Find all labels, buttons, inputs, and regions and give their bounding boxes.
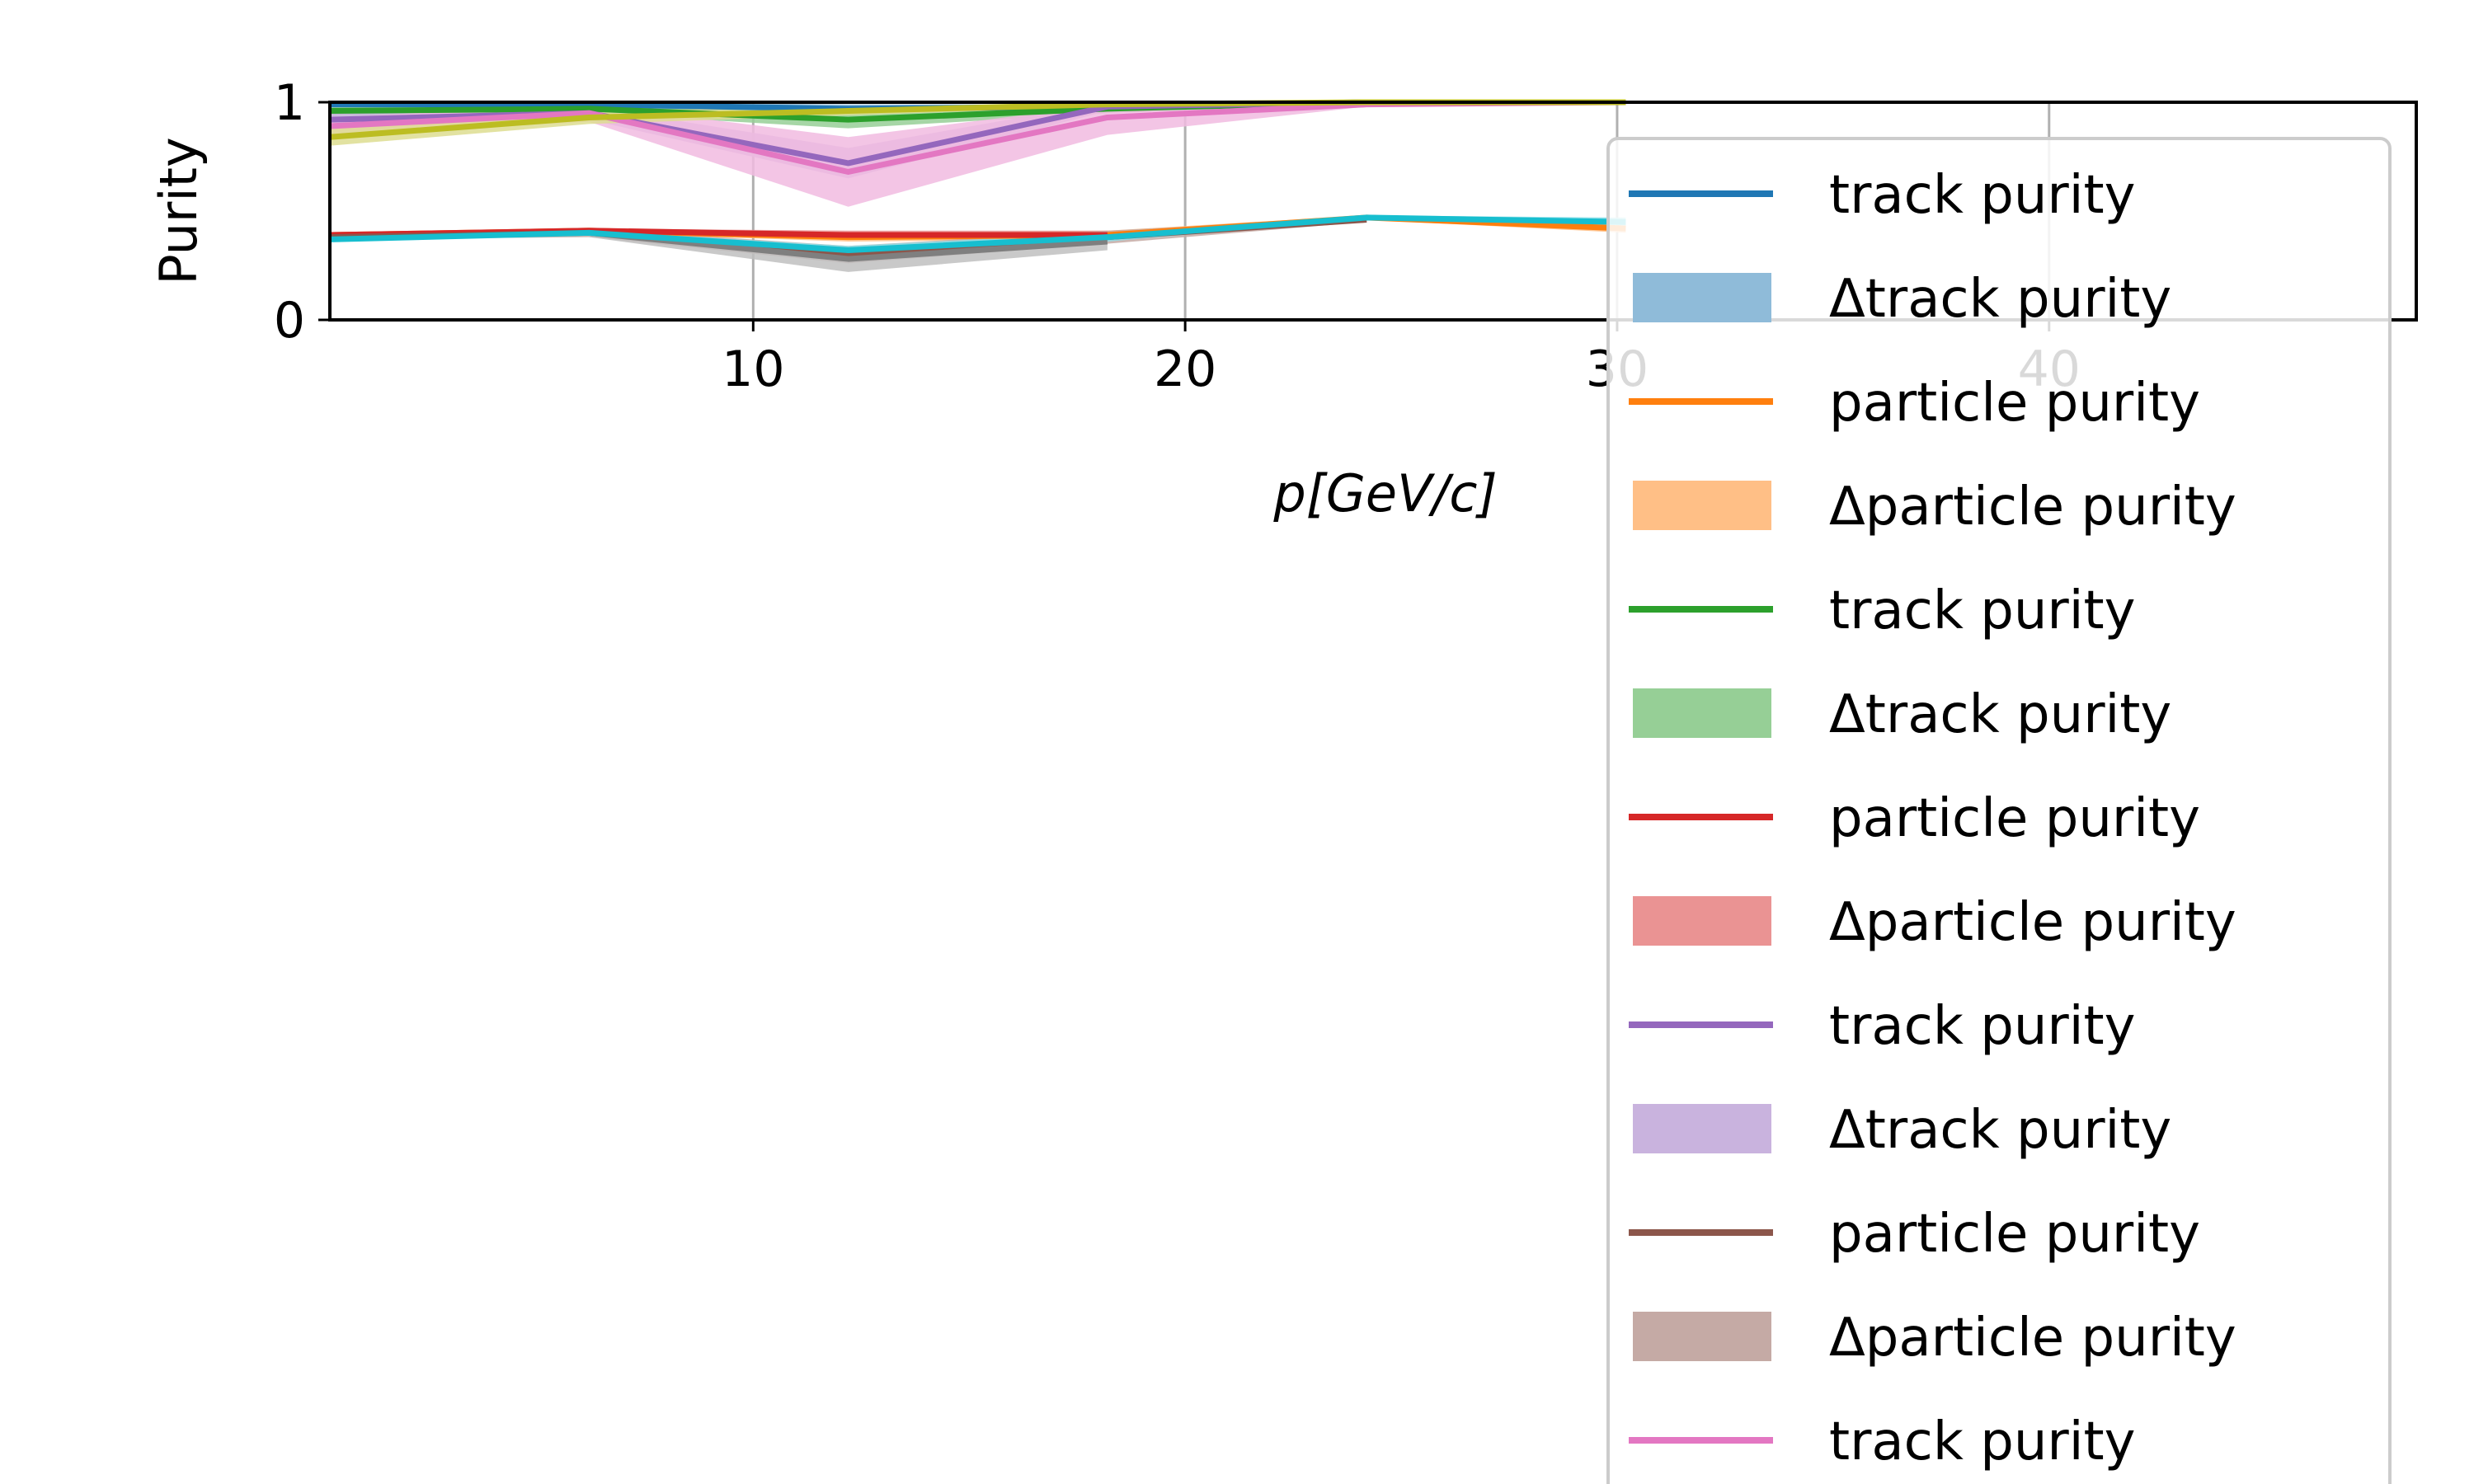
legend-patch-swatch	[1633, 1312, 1771, 1361]
legend-label: particle purity	[1829, 1204, 2200, 1265]
legend-label: particle purity	[1829, 788, 2200, 849]
legend-patch-swatch	[1633, 896, 1771, 946]
x-axis-label: p[GeV/c]	[1272, 463, 1497, 524]
legend-label: Δparticle purity	[1829, 477, 2236, 538]
legend-label: Δtrack purity	[1829, 269, 2171, 330]
legend-label: Δtrack purity	[1829, 684, 2171, 745]
x-tick-label: 20	[1154, 340, 1216, 398]
legend-patch-swatch	[1633, 273, 1771, 322]
legend: track purity Δtrack purity particle purity…	[1606, 137, 2392, 1484]
legend-label: track purity	[1829, 165, 2135, 226]
legend-label: Δparticle purity	[1829, 1308, 2236, 1369]
y-tick-label: 0	[274, 292, 305, 350]
legend-patch-swatch	[1633, 688, 1771, 738]
legend-label: track purity	[1829, 996, 2135, 1057]
series-lines	[329, 99, 1626, 262]
legend-frame	[1606, 137, 2392, 1484]
y-tick-label: 1	[274, 74, 305, 132]
legend-label: Δparticle purity	[1829, 892, 2236, 953]
y-axis-label: Purity	[148, 137, 209, 284]
line-series-8	[588, 229, 1108, 262]
line-series-10	[329, 214, 1626, 254]
legend-label: track purity	[1829, 580, 2135, 641]
legend-patch-swatch	[1633, 481, 1771, 530]
legend-patch-swatch	[1633, 1104, 1771, 1153]
legend-label: track purity	[1829, 1411, 2135, 1472]
legend-label: particle purity	[1829, 373, 2200, 434]
legend-label: Δtrack purity	[1829, 1100, 2171, 1161]
plot-frame	[328, 101, 2418, 322]
x-tick-label: 10	[722, 340, 784, 398]
